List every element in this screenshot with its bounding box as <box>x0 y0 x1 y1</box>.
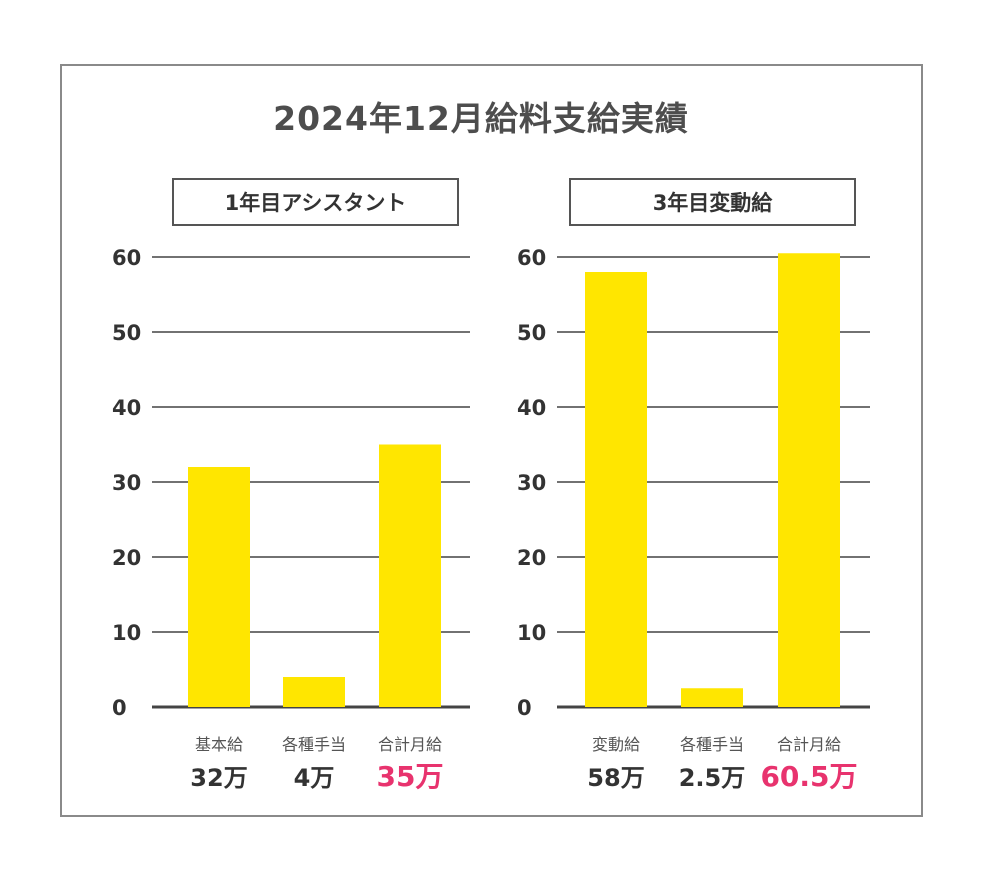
y-tick-label-1-60: 60 <box>517 246 546 270</box>
bar-1-1 <box>681 688 743 707</box>
y-tick-label-0-50: 50 <box>112 321 141 345</box>
value-label-0-1: 4万 <box>294 764 335 792</box>
y-tick-label-0-10: 10 <box>112 621 141 645</box>
y-tick-label-0-60: 60 <box>112 246 141 270</box>
bar-0-0 <box>188 467 250 707</box>
value-label-0-0: 32万 <box>190 764 247 792</box>
bar-0-1 <box>283 677 345 707</box>
y-tick-label-1-0: 0 <box>517 696 532 720</box>
y-tick-label-1-50: 50 <box>517 321 546 345</box>
bar-1-2 <box>778 253 840 707</box>
y-tick-label-1-20: 20 <box>517 546 546 570</box>
category-label-0-0: 基本給 <box>195 735 243 754</box>
category-label-0-1: 各種手当 <box>282 735 346 754</box>
category-label-1-1: 各種手当 <box>680 735 744 754</box>
y-tick-label-0-40: 40 <box>112 396 141 420</box>
y-tick-label-1-30: 30 <box>517 471 546 495</box>
y-tick-label-0-20: 20 <box>112 546 141 570</box>
value-label-1-1: 2.5万 <box>679 764 746 792</box>
category-label-1-0: 変動給 <box>592 735 640 754</box>
y-tick-label-0-0: 0 <box>112 696 127 720</box>
value-label-1-0: 58万 <box>587 764 644 792</box>
y-tick-label-1-40: 40 <box>517 396 546 420</box>
y-tick-label-0-30: 30 <box>112 471 141 495</box>
panel-title-right: 3年目変動給 <box>569 178 856 226</box>
category-label-1-2: 合計月給 <box>777 735 841 754</box>
bar-0-2 <box>379 444 441 707</box>
panel-title-left: 1年目アシスタント <box>172 178 459 226</box>
y-tick-label-1-10: 10 <box>517 621 546 645</box>
value-label-0-2: 35万 <box>377 760 444 793</box>
bar-1-0 <box>585 272 647 707</box>
page-title: 2024年12月給料支給実績 <box>273 99 689 138</box>
value-label-1-2: 60.5万 <box>760 760 857 793</box>
category-label-0-2: 合計月給 <box>378 735 442 754</box>
